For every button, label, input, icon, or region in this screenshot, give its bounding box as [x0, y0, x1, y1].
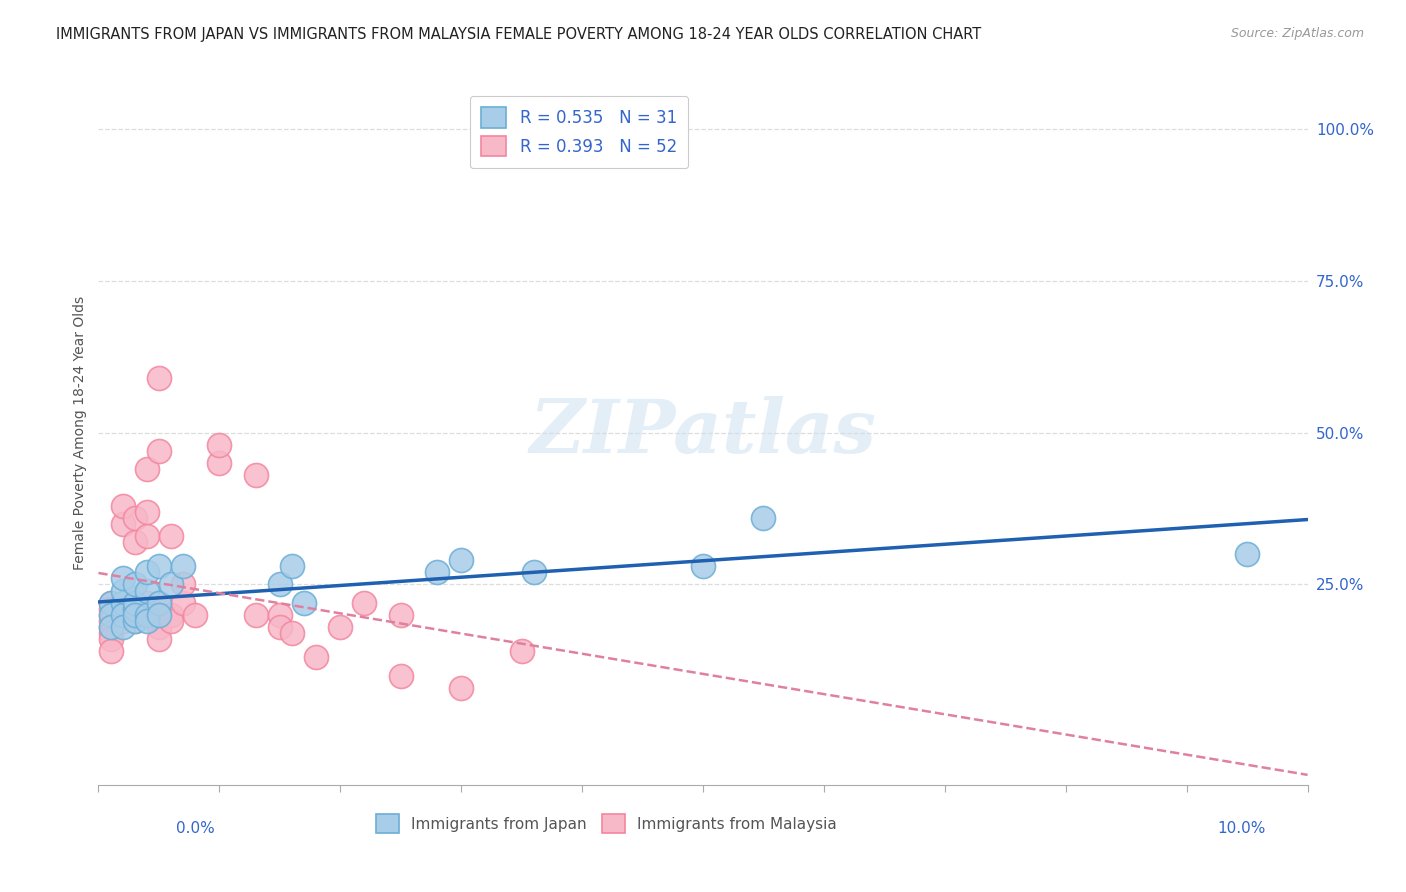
- Point: [135, 505, 157, 519]
- Point: [752, 510, 775, 524]
- Text: 0.0%: 0.0%: [176, 821, 215, 836]
- Point: [100, 596, 122, 610]
- Point: [292, 596, 315, 610]
- Point: [245, 468, 267, 483]
- Point: [111, 607, 134, 622]
- Point: [329, 620, 352, 634]
- Point: [135, 602, 157, 616]
- Point: [111, 499, 134, 513]
- Point: [100, 596, 122, 610]
- Point: [135, 614, 157, 628]
- Point: [148, 371, 170, 385]
- Point: [135, 583, 157, 598]
- Point: [111, 596, 134, 610]
- Point: [135, 529, 157, 543]
- Text: IMMIGRANTS FROM JAPAN VS IMMIGRANTS FROM MALAYSIA FEMALE POVERTY AMONG 18-24 YEA: IMMIGRANTS FROM JAPAN VS IMMIGRANTS FROM…: [56, 27, 981, 42]
- Point: [111, 583, 134, 598]
- Point: [135, 596, 157, 610]
- Point: [124, 607, 146, 622]
- Point: [160, 614, 183, 628]
- Point: [450, 553, 472, 567]
- Point: [135, 607, 157, 622]
- Point: [208, 438, 231, 452]
- Point: [124, 535, 146, 549]
- Point: [100, 620, 122, 634]
- Point: [269, 620, 291, 634]
- Text: 10.0%: 10.0%: [1218, 821, 1265, 836]
- Text: Source: ZipAtlas.com: Source: ZipAtlas.com: [1230, 27, 1364, 40]
- Point: [100, 620, 122, 634]
- Point: [124, 607, 146, 622]
- Point: [450, 681, 472, 695]
- Point: [172, 577, 194, 591]
- Point: [111, 516, 134, 531]
- Point: [100, 626, 122, 640]
- Point: [148, 596, 170, 610]
- Point: [389, 668, 412, 682]
- Point: [148, 607, 170, 622]
- Point: [148, 596, 170, 610]
- Point: [100, 644, 122, 658]
- Legend: Immigrants from Japan, Immigrants from Malaysia: Immigrants from Japan, Immigrants from M…: [368, 807, 845, 841]
- Point: [148, 443, 170, 458]
- Point: [124, 614, 146, 628]
- Point: [172, 596, 194, 610]
- Point: [353, 596, 375, 610]
- Point: [100, 632, 122, 647]
- Point: [426, 566, 449, 580]
- Point: [124, 596, 146, 610]
- Point: [305, 650, 328, 665]
- Point: [111, 620, 134, 634]
- Point: [124, 596, 146, 610]
- Point: [148, 620, 170, 634]
- Point: [135, 462, 157, 476]
- Point: [111, 596, 134, 610]
- Text: ZIPatlas: ZIPatlas: [530, 396, 876, 469]
- Point: [148, 632, 170, 647]
- Point: [172, 559, 194, 574]
- Point: [208, 456, 231, 470]
- Point: [124, 602, 146, 616]
- Point: [523, 566, 546, 580]
- Point: [111, 602, 134, 616]
- Point: [135, 607, 157, 622]
- Point: [124, 602, 146, 616]
- Point: [245, 607, 267, 622]
- Y-axis label: Female Poverty Among 18-24 Year Olds: Female Poverty Among 18-24 Year Olds: [73, 295, 87, 570]
- Point: [148, 607, 170, 622]
- Point: [692, 559, 714, 574]
- Point: [111, 571, 134, 585]
- Point: [510, 644, 533, 658]
- Point: [124, 577, 146, 591]
- Point: [124, 510, 146, 524]
- Point: [281, 559, 304, 574]
- Point: [160, 529, 183, 543]
- Point: [148, 559, 170, 574]
- Point: [269, 577, 291, 591]
- Point: [100, 607, 122, 622]
- Point: [124, 614, 146, 628]
- Point: [389, 607, 412, 622]
- Point: [100, 602, 122, 616]
- Point: [100, 614, 122, 628]
- Point: [111, 614, 134, 628]
- Point: [160, 607, 183, 622]
- Point: [1236, 547, 1258, 561]
- Point: [111, 607, 134, 622]
- Point: [135, 566, 157, 580]
- Point: [160, 577, 183, 591]
- Point: [281, 626, 304, 640]
- Point: [100, 607, 122, 622]
- Point: [269, 607, 291, 622]
- Point: [184, 607, 207, 622]
